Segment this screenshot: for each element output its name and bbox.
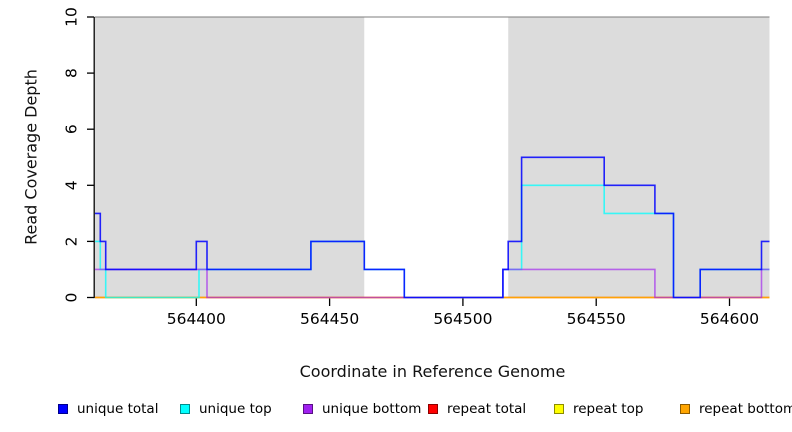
legend-swatch-repeat-top xyxy=(554,404,564,414)
legend-swatch-unique-bottom xyxy=(303,404,313,414)
legend-label-unique-top: unique top xyxy=(199,401,272,417)
series-line-unique-bottom xyxy=(95,268,770,299)
x-axis-title: Coordinate in Reference Genome xyxy=(299,362,566,381)
legend-item-unique-total: unique total xyxy=(58,398,158,420)
y-tick-label: 2 xyxy=(62,236,80,246)
y-tick-label: 6 xyxy=(62,124,80,134)
y-tick-label: 4 xyxy=(62,180,80,190)
legend-label-repeat-total: repeat total xyxy=(447,401,527,417)
legend-item-repeat-bottom: repeat bottom xyxy=(680,398,792,420)
y-axis-title: Read Coverage Depth xyxy=(21,69,41,245)
legend-swatch-repeat-total xyxy=(428,404,438,414)
y-tick-label: 0 xyxy=(62,293,80,303)
legend-swatch-unique-top xyxy=(180,404,190,414)
legend-item-repeat-total: repeat total xyxy=(428,398,526,420)
legend-item-unique-bottom: unique bottom xyxy=(303,398,421,420)
legend-label-repeat-top: repeat top xyxy=(573,401,644,417)
legend-label-unique-bottom: unique bottom xyxy=(322,401,422,417)
legend-item-repeat-top: repeat top xyxy=(554,398,643,420)
x-tick-label: 564550 xyxy=(567,310,626,328)
x-tick-label: 564600 xyxy=(700,310,759,328)
shaded-region-1 xyxy=(95,17,365,298)
y-tick-label: 8 xyxy=(62,68,80,78)
x-tick-label: 564400 xyxy=(167,310,226,328)
plot-canvas: 0 2 4 6 8 10 564400 564450 564500 564550 564600 xyxy=(62,7,770,328)
x-tick-label: 564500 xyxy=(433,310,492,328)
y-tick-label: 10 xyxy=(62,7,80,27)
series-line-unique-total xyxy=(95,156,770,299)
legend-swatch-unique-total xyxy=(58,404,68,414)
legend-swatch-repeat-bottom xyxy=(680,404,690,414)
legend-label-unique-total: unique total xyxy=(77,401,159,417)
legend-label-repeat-bottom: repeat bottom xyxy=(699,401,792,417)
x-tick-label: 564450 xyxy=(300,310,359,328)
legend-item-unique-top: unique top xyxy=(180,398,272,420)
legend: unique total unique top unique bottom repea… xyxy=(0,398,792,420)
